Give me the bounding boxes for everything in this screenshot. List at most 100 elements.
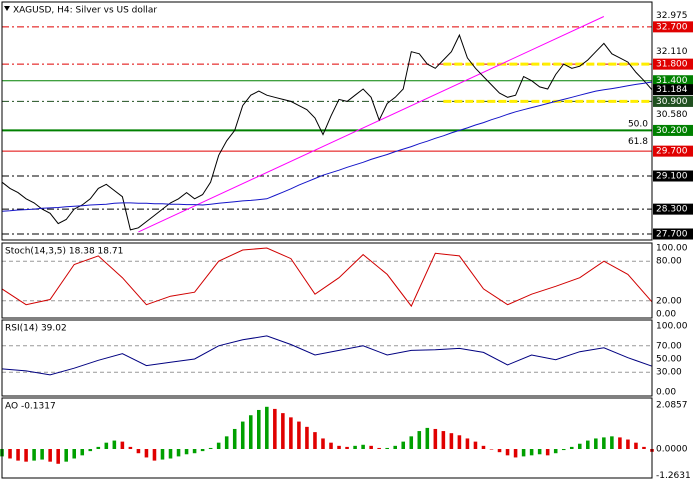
level-label-box (653, 228, 693, 240)
ao-bar (192, 449, 197, 454)
y-tick-label: 0.00 (656, 309, 676, 319)
ao-bar (521, 449, 526, 457)
ao-bar (24, 449, 28, 462)
series-line (1, 33, 653, 231)
ao-bar (497, 449, 502, 453)
y-tick-label: 100.00 (656, 244, 688, 254)
series-line (1, 81, 653, 212)
y-tick-label: 70.00 (656, 341, 682, 351)
ao-bar (553, 449, 558, 454)
y-tick-label: 100.00 (656, 321, 688, 331)
ao-bar (289, 417, 293, 450)
y-tick-label: 2.0857 (656, 400, 688, 410)
ao-bar (120, 441, 125, 450)
ao-bar (481, 445, 486, 450)
ao-bar (313, 432, 317, 450)
ao-bar (32, 449, 36, 461)
y-tick-label: -1.2631 (656, 471, 691, 481)
level-label-box (653, 170, 693, 182)
level-label: 30.200 (656, 126, 688, 136)
ao-bar (248, 415, 253, 450)
ao-bar (610, 436, 614, 450)
ao-bar (594, 438, 598, 450)
ao-bar (80, 449, 85, 456)
fib-label: 61.8 (628, 137, 648, 147)
fib-label: 50.0 (628, 120, 648, 130)
ao-bar (449, 433, 454, 450)
ao-bar (377, 447, 381, 450)
ao-bar (72, 449, 77, 459)
current-price-label: 31.184 (656, 85, 688, 95)
ao-bar (385, 447, 389, 450)
level-label: 29.700 (656, 147, 688, 157)
ao-bar (642, 446, 646, 450)
panel-title: RSI(14) 39.02 (5, 324, 67, 334)
ao-bar (96, 446, 101, 450)
ao-bar (569, 446, 574, 450)
ao-bar (337, 445, 341, 450)
level-label: 31.400 (656, 76, 688, 86)
level-label-box (653, 203, 693, 215)
ao-bar (529, 449, 534, 456)
ao-panel (1, 397, 653, 479)
ao-bar (433, 428, 438, 450)
y-tick-label: 32.110 (656, 47, 688, 57)
ao-bar (208, 447, 213, 450)
panel-title: AO -0.1317 (5, 402, 56, 412)
ao-bar (240, 421, 245, 450)
ao-bar (168, 449, 173, 459)
level-label: 32.700 (656, 22, 688, 32)
rsi-panel (1, 319, 653, 397)
ao-bar (457, 435, 462, 450)
ao-bar (465, 438, 470, 450)
ao-bar (152, 449, 157, 461)
level-label: 27.700 (656, 229, 688, 239)
ao-bar (128, 446, 133, 450)
ao-bar (345, 446, 349, 450)
level-label-box (653, 145, 693, 157)
level-label-box (653, 124, 693, 136)
ao-bar (200, 449, 205, 452)
ao-bar (160, 449, 165, 460)
level-label: 28.300 (656, 205, 688, 215)
ao-bar (48, 449, 52, 462)
ao-bar (297, 421, 301, 450)
current-price-box (653, 84, 693, 96)
ao-bar (586, 440, 590, 450)
y-tick-label: 0.00 (656, 388, 676, 398)
ao-bar (281, 413, 285, 450)
level-label-box (653, 58, 693, 70)
stoch-panel (1, 242, 653, 319)
ao-bar (473, 441, 478, 450)
ao-bar (577, 443, 582, 450)
level-label: 31.800 (656, 60, 688, 70)
y-tick-label: 30.580 (656, 110, 688, 120)
series-line (1, 335, 653, 376)
level-label-box (653, 95, 693, 107)
y-tick-label: 50.00 (656, 354, 682, 364)
ao-bar (104, 442, 109, 450)
panel-title: XAGUSD, H4: Silver vs US dollar (13, 6, 157, 16)
ao-bar (401, 441, 406, 450)
ao-bar (144, 449, 149, 458)
ao-bar (216, 442, 221, 450)
ao-bar (505, 449, 510, 456)
ao-bar (417, 431, 422, 450)
ao-bar (8, 449, 12, 459)
ao-bar (626, 439, 630, 450)
ao-bar (409, 436, 414, 450)
ao-bar (602, 437, 606, 450)
ao-bar (561, 449, 566, 451)
ao-bar (224, 436, 229, 450)
ao-bar (489, 449, 494, 450)
symbol-icon (4, 6, 10, 11)
level-label-box (653, 21, 693, 33)
ao-bar (513, 449, 518, 458)
labels-layer: XAGUSD, H4: Silver vs US dollar32.97532.… (5, 6, 693, 481)
series-line (1, 247, 653, 308)
ao-bar (265, 406, 269, 450)
y-tick-label: 0.0000 (656, 445, 688, 455)
y-tick-label: 30.00 (656, 368, 682, 378)
